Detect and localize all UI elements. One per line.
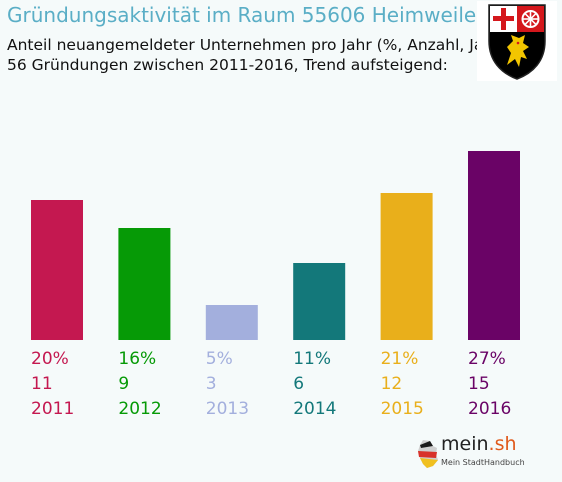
bar-count-label: 12 bbox=[381, 374, 403, 394]
bar-2016 bbox=[468, 151, 520, 340]
bar-count-label: 9 bbox=[118, 374, 129, 394]
subtitle-line-1: Anteil neuangemeldeter Unternehmen pro J… bbox=[7, 36, 506, 54]
bar-year-label: 2015 bbox=[381, 399, 424, 419]
subtitle-line-2: 56 Gründungen zwischen 2011-2016, Trend … bbox=[7, 56, 448, 74]
bar-year-label: 2016 bbox=[468, 399, 511, 419]
bar-year-label: 2013 bbox=[206, 399, 249, 419]
germany-map-icon bbox=[418, 440, 438, 468]
bar-year-label: 2011 bbox=[31, 399, 74, 419]
bar-count-label: 15 bbox=[468, 374, 490, 394]
coat-of-arms-icon bbox=[477, 1, 557, 81]
bar-2014 bbox=[293, 263, 346, 340]
bar-percent-label: 27% bbox=[468, 349, 506, 369]
bar-2011 bbox=[31, 200, 83, 340]
bar-year-label: 2014 bbox=[293, 399, 336, 419]
bar-percent-label: 21% bbox=[381, 349, 419, 369]
logo-tagline: Mein StadtHandbuch bbox=[441, 458, 525, 467]
bar-count-label: 6 bbox=[293, 374, 304, 394]
bar-year-label: 2012 bbox=[118, 399, 161, 419]
bar-2012 bbox=[118, 228, 171, 340]
bar-2015 bbox=[380, 193, 433, 340]
bar-percent-label: 20% bbox=[31, 349, 69, 369]
chart-title: Gründungsaktivität im Raum 55606 Heimwei… bbox=[7, 3, 485, 27]
bar-2013 bbox=[205, 305, 258, 340]
chart-subtitle: Anteil neuangemeldeter Unternehmen pro J… bbox=[7, 35, 506, 75]
mein-sh-logo: mein.sh Mein StadtHandbuch bbox=[417, 433, 527, 475]
logo-wordmark: mein.sh bbox=[441, 433, 517, 455]
bar-count-label: 3 bbox=[206, 374, 217, 394]
bar-percent-label: 5% bbox=[206, 349, 233, 369]
bar-percent-label: 16% bbox=[118, 349, 156, 369]
logo-name: mein bbox=[441, 433, 489, 455]
bar-percent-label: 11% bbox=[293, 349, 331, 369]
logo-domain: .sh bbox=[488, 433, 517, 455]
bar-count-label: 11 bbox=[31, 374, 53, 394]
